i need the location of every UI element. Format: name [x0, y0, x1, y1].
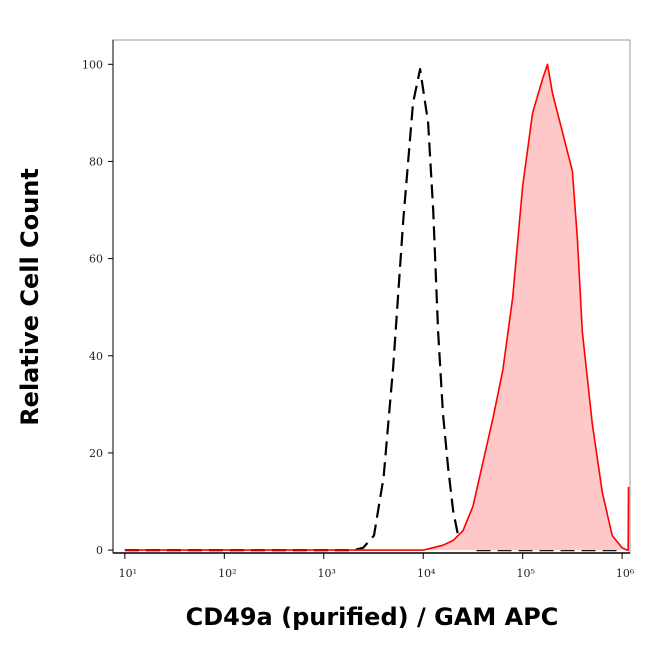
y-tick-label: 20: [89, 447, 103, 460]
y-tick-label: 0: [96, 544, 103, 557]
y-axis-title: Relative Cell Count: [16, 168, 44, 426]
y-tick-label: 80: [89, 155, 103, 168]
x-tick-label: 10⁵: [516, 567, 534, 580]
histogram-line: [124, 63, 630, 551]
y-tick-label: 100: [82, 58, 103, 71]
x-tick-label: 10⁶: [616, 567, 635, 580]
y-tick-label: 40: [89, 350, 103, 363]
y-tick-label: 60: [89, 253, 103, 266]
histogram-line: [124, 68, 623, 552]
area-fill: [124, 64, 629, 551]
x-tick-label: 10²: [218, 567, 236, 580]
x-tick-label: 10⁴: [417, 567, 436, 580]
x-tick-label: 10¹: [119, 567, 137, 580]
x-tick-label: 10³: [318, 567, 336, 580]
x-axis-title: CD49a (purified) / GAM APC: [186, 603, 559, 631]
